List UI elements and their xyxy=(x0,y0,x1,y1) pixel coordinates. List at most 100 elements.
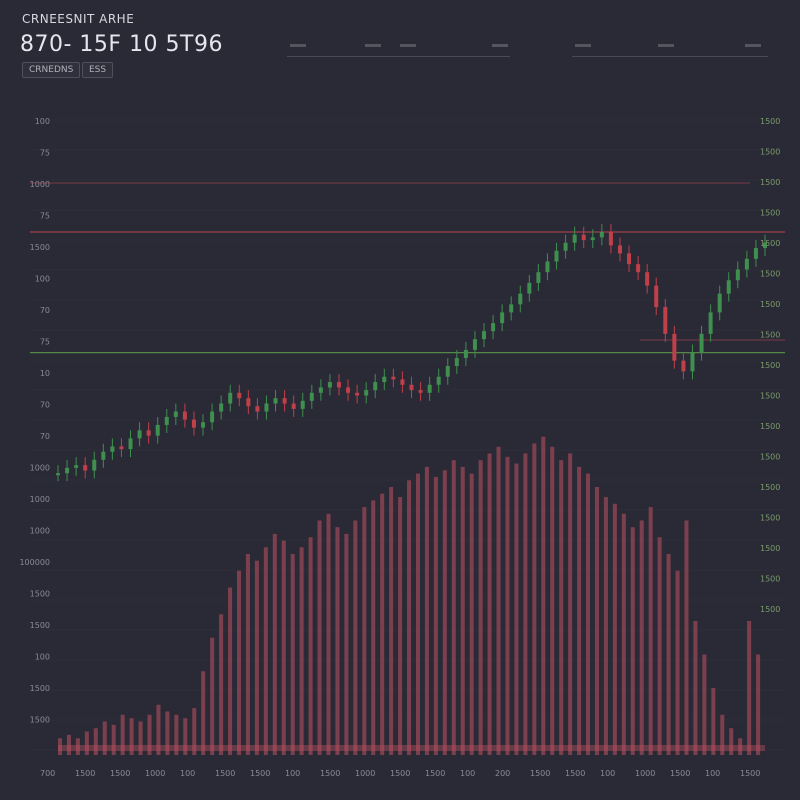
x-tick-label: 200 xyxy=(495,769,510,778)
candle-body xyxy=(681,360,686,372)
volume-bar xyxy=(756,654,761,755)
candle-body xyxy=(228,392,233,404)
volume-bar xyxy=(747,621,752,755)
candle-body xyxy=(717,293,722,313)
volume-bar xyxy=(398,497,403,755)
candle-body xyxy=(309,392,314,401)
volume-bar xyxy=(281,540,286,755)
x-tick-label: 1500 xyxy=(670,769,690,778)
header-tick xyxy=(290,44,306,47)
candle-body xyxy=(454,357,459,366)
candle-body xyxy=(92,459,97,471)
volume-bar xyxy=(478,460,483,755)
x-tick-label: 1500 xyxy=(425,769,445,778)
volume-bar xyxy=(245,554,250,755)
y-tick-label-right: 1500 xyxy=(760,239,780,248)
volume-bar xyxy=(639,520,644,755)
volume-bar xyxy=(469,473,474,755)
volume-bar xyxy=(550,446,555,755)
volume-bar xyxy=(460,466,465,755)
y-tick-label-right: 1500 xyxy=(760,605,780,614)
volume-bar xyxy=(451,460,456,755)
volume-bar xyxy=(684,520,689,755)
volume-bar xyxy=(138,721,143,755)
y-tick-label-left: 1000 xyxy=(30,527,50,536)
y-tick-label-left: 1500 xyxy=(30,621,50,630)
candle-body xyxy=(264,403,269,412)
price-readout: 870- 15F 10 5T96 xyxy=(20,32,223,57)
y-tick-label-left: 70 xyxy=(40,432,50,441)
volume-bar xyxy=(93,728,98,755)
volume-bar xyxy=(738,738,743,755)
candle-body xyxy=(445,366,450,377)
volume-bar xyxy=(111,724,116,755)
volume-bar xyxy=(317,520,322,755)
candle-body xyxy=(590,237,595,241)
volume-bar xyxy=(102,721,107,755)
volume-bar xyxy=(344,533,349,755)
volume-bar xyxy=(532,443,537,755)
volume-bar xyxy=(120,714,125,755)
volume-bar xyxy=(648,507,653,755)
y-tick-label-left: 1000 xyxy=(30,495,50,504)
volume-bar xyxy=(353,520,358,755)
candle-body xyxy=(627,253,632,265)
candle-body xyxy=(282,398,287,404)
candle-body xyxy=(273,398,278,404)
timeframe-button[interactable]: CRNEDNS xyxy=(22,62,81,78)
volume-bar xyxy=(433,476,438,755)
volume-bar xyxy=(75,738,80,755)
x-tick-label: 100 xyxy=(460,769,475,778)
y-tick-label-right: 1500 xyxy=(760,544,780,553)
volume-bar xyxy=(183,718,188,755)
candle-body xyxy=(491,323,496,332)
volume-bar xyxy=(711,688,716,755)
volume-bar xyxy=(424,466,429,755)
volume-bar xyxy=(586,473,591,755)
candle-body xyxy=(300,400,305,409)
candle-body xyxy=(654,285,659,308)
candle-body xyxy=(101,451,106,460)
candle-body xyxy=(409,384,414,391)
candle-body xyxy=(645,272,650,286)
candle-body xyxy=(436,376,441,385)
candle-body xyxy=(672,333,677,361)
options-button[interactable]: ESS xyxy=(82,62,114,78)
candle-body xyxy=(255,406,260,412)
volume-bar xyxy=(559,460,564,755)
x-tick-label: 1500 xyxy=(250,769,270,778)
candle-body xyxy=(137,430,142,439)
candle-body xyxy=(690,352,695,372)
volume-bar xyxy=(290,554,295,755)
header-tick xyxy=(745,44,761,47)
y-tick-label-left: 1500 xyxy=(30,590,50,599)
candle-body xyxy=(418,390,423,393)
candle-body xyxy=(708,312,713,334)
y-tick-label-left: 75 xyxy=(40,338,50,347)
x-tick-label: 1500 xyxy=(565,769,585,778)
y-tick-label-left: 100 xyxy=(35,653,50,662)
y-tick-label-left: 75 xyxy=(40,212,50,221)
candle-body xyxy=(246,398,251,407)
x-tick-label: 1500 xyxy=(390,769,410,778)
candle-body xyxy=(65,467,70,474)
volume-bar xyxy=(541,436,546,755)
y-tick-label-left: 10 xyxy=(40,369,50,378)
candle-body xyxy=(617,245,622,254)
volume-bar xyxy=(407,480,412,755)
volume-bar xyxy=(505,456,510,755)
candle-body xyxy=(400,379,405,385)
y-tick-label-left: 100 xyxy=(35,117,50,126)
candle-body xyxy=(608,232,613,246)
candle-body xyxy=(563,242,568,251)
candle-body xyxy=(427,384,432,393)
header-tick xyxy=(492,44,508,47)
header-tick xyxy=(575,44,591,47)
candle-body xyxy=(527,282,532,294)
y-tick-label-right: 1500 xyxy=(760,117,780,126)
candle-body xyxy=(536,272,541,283)
volume-baseline xyxy=(58,745,765,751)
volume-bar xyxy=(192,708,197,755)
